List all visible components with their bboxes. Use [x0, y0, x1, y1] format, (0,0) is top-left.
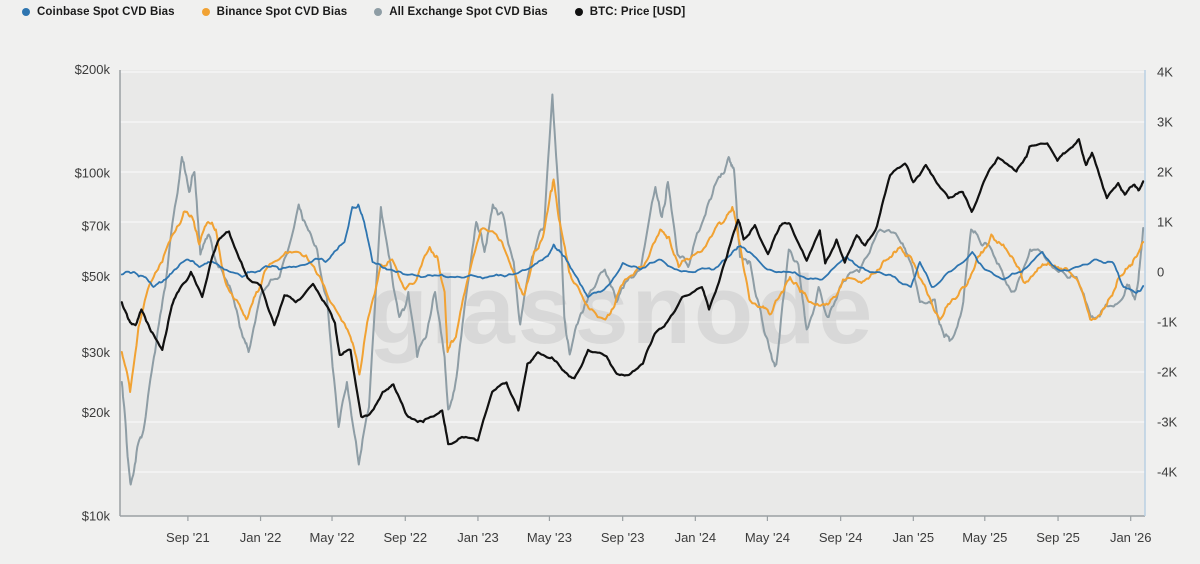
y-left-tick-label: $100k — [75, 166, 111, 181]
legend-label: Binance Spot CVD Bias — [216, 6, 348, 18]
legend-label: All Exchange Spot CVD Bias — [389, 6, 548, 18]
x-axis-tick-label: Jan '26 — [1110, 530, 1152, 545]
x-axis-tick-label: May '25 — [962, 530, 1007, 545]
legend-label: BTC: Price [USD] — [589, 6, 686, 18]
x-axis-tick-label: Jan '24 — [675, 530, 717, 545]
y-left-tick-label: $10k — [82, 509, 111, 524]
y-right-tick-label: -4K — [1157, 465, 1178, 480]
y-right-tick-label: -3K — [1157, 415, 1178, 430]
legend-item-btc-price-usd[interactable]: BTC: Price [USD] — [574, 6, 686, 18]
x-axis-tick-label: Sep '25 — [1036, 530, 1080, 545]
x-axis-tick-label: Sep '23 — [601, 530, 645, 545]
y-left-tick-label: $200k — [75, 62, 111, 77]
y-right-tick-label: -2K — [1157, 365, 1178, 380]
y-right-tick-label: 0 — [1157, 265, 1164, 280]
series-line-all-exchange-spot-cvd-bias — [120, 93, 1145, 486]
legend-dot-icon — [374, 8, 383, 16]
x-axis-tick-label: Sep '24 — [819, 530, 863, 545]
legend-label: Coinbase Spot CVD Bias — [37, 6, 175, 18]
chart-legend: Coinbase Spot CVD Bias Binance Spot CVD … — [22, 6, 685, 18]
x-axis-tick-label: Jan '23 — [457, 530, 499, 545]
y-right-tick-label: -1K — [1157, 315, 1178, 330]
legend-item-binance-spot-cvd-bias[interactable]: Binance Spot CVD Bias — [201, 6, 348, 18]
x-axis-tick-label: May '22 — [309, 530, 354, 545]
y-right-tick-label: 4K — [1157, 65, 1173, 80]
series-layer — [120, 93, 1145, 486]
y-right-tick-label: 2K — [1157, 165, 1173, 180]
plot-area-background — [120, 70, 1145, 516]
legend-dot-icon — [574, 8, 583, 16]
y-left-tick-label: $20k — [82, 405, 111, 420]
y-right-tick-label: 3K — [1157, 115, 1173, 130]
y-left-tick-label: $30k — [82, 345, 111, 360]
legend-item-coinbase-spot-cvd-bias[interactable]: Coinbase Spot CVD Bias — [22, 6, 175, 18]
x-axis-tick-label: May '24 — [745, 530, 790, 545]
glassnode-watermark: glassnode — [369, 255, 876, 364]
series-line-coinbase-spot-cvd-bias — [120, 203, 1145, 298]
series-line-btc-price-usd- — [120, 138, 1145, 446]
y-left-tick-label: $70k — [82, 219, 111, 234]
x-axis-tick-label: May '23 — [527, 530, 572, 545]
legend-dot-icon — [22, 8, 30, 16]
x-axis-tick-label: Sep '21 — [166, 530, 210, 545]
x-axis-tick-label: Sep '22 — [383, 530, 427, 545]
legend-dot-icon — [201, 8, 210, 16]
x-axis-tick-label: Jan '22 — [240, 530, 282, 545]
x-axis-tick-label: Jan '25 — [893, 530, 935, 545]
y-left-tick-label: $50k — [82, 269, 111, 284]
y-right-tick-label: 1K — [1157, 215, 1173, 230]
legend-item-all-exchange-spot-cvd-bias[interactable]: All Exchange Spot CVD Bias — [374, 6, 548, 18]
